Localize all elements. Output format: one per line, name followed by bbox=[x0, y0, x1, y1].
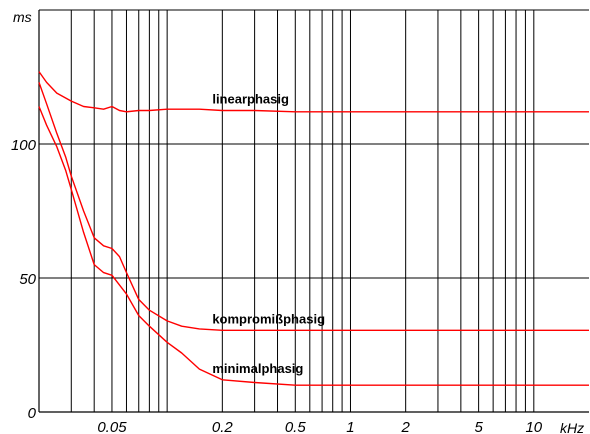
y-tick-label: 0 bbox=[28, 405, 37, 422]
series-lines bbox=[38, 71, 589, 386]
x-tick-label: 2 bbox=[400, 419, 410, 434]
series-line-linearphasig bbox=[38, 71, 589, 113]
series-line-kompromißphasig bbox=[38, 82, 589, 331]
x-tick-label: 0.2 bbox=[212, 419, 234, 434]
x-tick-label: 5 bbox=[474, 419, 483, 434]
x-tick-label: 0.5 bbox=[285, 419, 307, 434]
y-tick-label: 100 bbox=[11, 137, 37, 154]
y-tick-label: 50 bbox=[19, 271, 36, 288]
axes: 0 50 100 0.05 0.2 0.5 1 2 5 10 bbox=[11, 9, 589, 434]
series-labels: linearphasig kompromißphasig minimalphasig bbox=[212, 92, 325, 376]
x-axis-unit: kHz bbox=[560, 420, 584, 434]
grid bbox=[39, 10, 589, 412]
series-label: kompromißphasig bbox=[212, 311, 325, 326]
x-tick-label: 10 bbox=[525, 419, 542, 434]
series-line-minimalphasig bbox=[38, 106, 589, 386]
x-tick-label: 0.05 bbox=[97, 419, 127, 434]
series-label: minimalphasig bbox=[212, 361, 303, 376]
series-label: linearphasig bbox=[212, 92, 289, 107]
x-tick-label: 1 bbox=[346, 419, 354, 434]
y-axis-unit: ms bbox=[13, 9, 32, 25]
